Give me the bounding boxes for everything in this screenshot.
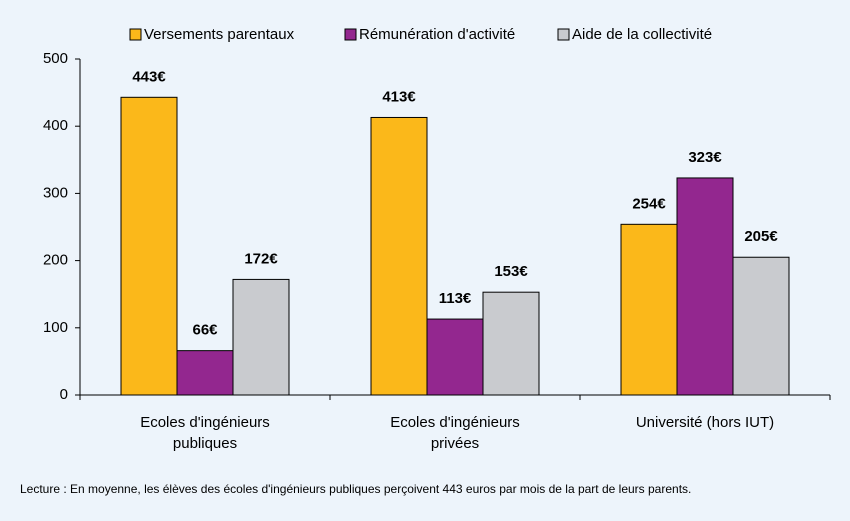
y-tick-label: 100 xyxy=(43,319,68,336)
value-label: 443€ xyxy=(132,68,166,85)
bar xyxy=(370,116,428,396)
y-tick-label: 200 xyxy=(43,252,68,269)
y-tick-label: 400 xyxy=(43,117,68,134)
y-tick-label: 300 xyxy=(43,184,68,201)
legend-swatch xyxy=(344,28,357,41)
legend-label: Rémunération d'activité xyxy=(359,26,515,43)
value-label: 113€ xyxy=(439,290,472,307)
value-label: 323€ xyxy=(688,149,722,166)
value-label: 205€ xyxy=(744,228,778,245)
bar xyxy=(120,96,178,396)
legend-label: Aide de la collectivité xyxy=(572,26,712,43)
bar xyxy=(176,350,234,396)
bar xyxy=(732,256,790,396)
value-label: 153€ xyxy=(494,263,528,280)
bar xyxy=(426,318,484,396)
value-label: 254€ xyxy=(632,195,666,212)
value-label: 413€ xyxy=(382,88,416,105)
y-tick-label: 0 xyxy=(60,386,68,403)
bar xyxy=(620,223,678,396)
x-tick-label: Ecoles d'ingénieurs privées xyxy=(390,414,520,452)
x-tick-label: Ecoles d'ingénieurs publiques xyxy=(140,414,270,452)
y-tick-label: 500 xyxy=(43,50,68,67)
bar xyxy=(232,278,290,396)
value-label: 66€ xyxy=(192,322,218,339)
bar xyxy=(482,291,540,396)
x-tick-label: Université (hors IUT) xyxy=(635,414,775,431)
legend-swatch xyxy=(557,28,570,41)
note: Lecture : En moyenne, les élèves des éco… xyxy=(20,482,692,496)
value-label: 172€ xyxy=(244,250,278,267)
bar xyxy=(676,177,734,396)
legend-label: Versements parentaux xyxy=(144,26,295,43)
legend-swatch xyxy=(129,28,142,41)
